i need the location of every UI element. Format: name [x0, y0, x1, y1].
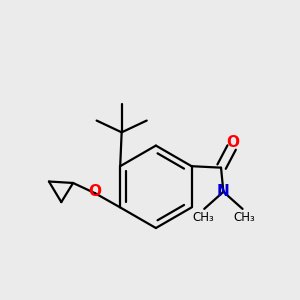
Text: CH₃: CH₃ [192, 211, 214, 224]
Text: O: O [88, 184, 101, 199]
Text: N: N [217, 184, 230, 199]
Text: O: O [226, 135, 239, 150]
Text: CH₃: CH₃ [233, 211, 255, 224]
